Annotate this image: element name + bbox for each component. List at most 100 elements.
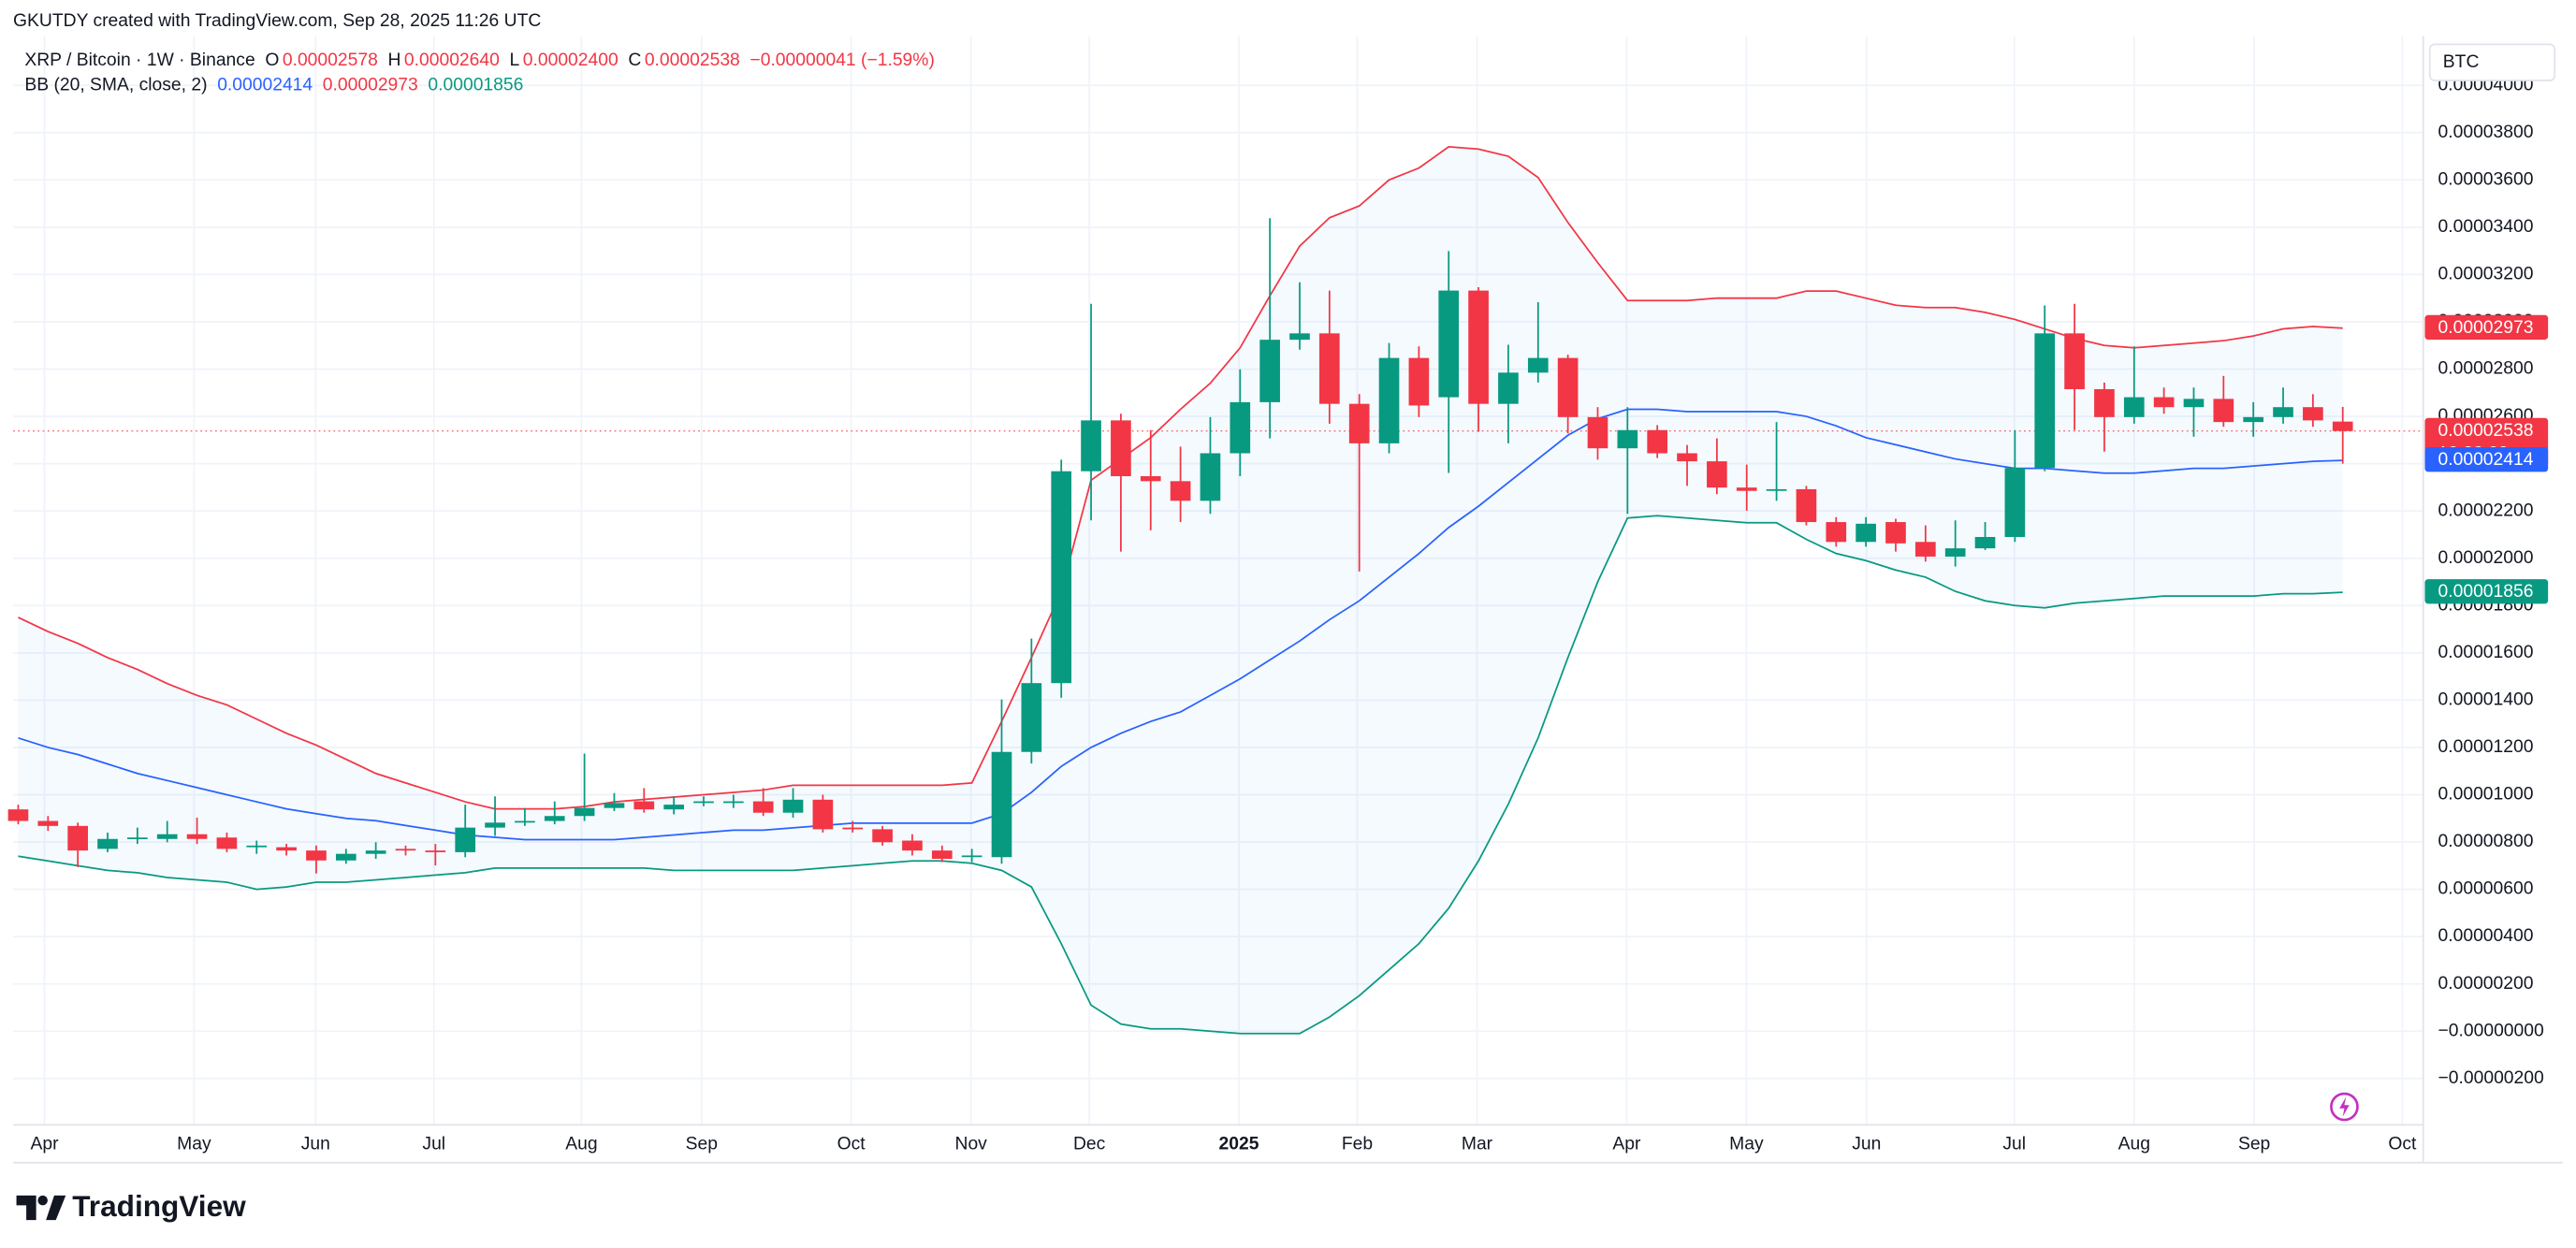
candle-body [782, 799, 804, 813]
candle-body [2303, 407, 2323, 421]
candle-body [1647, 429, 1668, 454]
candle-body [1587, 416, 1608, 449]
candle-body [395, 849, 416, 851]
candle-body [1826, 522, 1847, 543]
candle-body [1915, 542, 1936, 557]
price-tag [2424, 447, 2549, 472]
candle-body [365, 850, 386, 854]
candle-body [1856, 523, 1876, 543]
candle-body [1140, 476, 1161, 482]
candle-body [2243, 416, 2264, 423]
candle-body [991, 751, 1012, 858]
legend-ohlc: XRP / Bitcoin · 1W · Binance O 0.00002578… [24, 51, 935, 70]
candle-body [931, 850, 953, 859]
price-tag-label: 0.00002538 [2438, 421, 2534, 441]
candle-body [1200, 453, 1221, 501]
y-tick-label: 0.00003600 [2438, 169, 2534, 189]
candle-body [1111, 420, 1131, 477]
candle-body [276, 847, 297, 851]
c-value: 0.00002538 [645, 51, 740, 70]
x-tick-label: Apr [30, 1135, 59, 1154]
candle-body [1259, 340, 1280, 402]
x-tick-label: Oct [837, 1135, 866, 1154]
candle-body [67, 825, 88, 851]
candle-body [515, 820, 535, 823]
x-tick-label: Sep [2238, 1135, 2270, 1154]
symbol-box[interactable] [2428, 43, 2556, 81]
candle-body [574, 807, 595, 817]
candle-body [2153, 397, 2175, 408]
candle-body [7, 809, 29, 821]
candle-body [186, 834, 208, 839]
candle-body [1944, 548, 1966, 557]
candle-body [2064, 333, 2085, 389]
candle-body [156, 834, 178, 839]
axes: −0.00000200 −0.00000000 0.00000200 0.000004… [30, 75, 2549, 1154]
logo-v [46, 1195, 66, 1221]
lightning-icon[interactable] [2330, 1092, 2359, 1122]
candle-body [97, 838, 118, 849]
candle-body [485, 822, 505, 828]
candle-body [872, 829, 893, 843]
candle-body [1974, 536, 1996, 549]
price-tag [2424, 314, 2549, 341]
x-tick-label: Aug [2118, 1135, 2150, 1154]
candle-body [1319, 333, 1340, 404]
y-tick-label: 0.00003400 [2438, 217, 2534, 237]
x-tick-label: Feb [1342, 1135, 1373, 1154]
symbol: XRP / Bitcoin · 1W · Binance [24, 51, 255, 70]
l-value: 0.00002400 [523, 51, 619, 70]
bb-lower: 0.00001856 [428, 75, 523, 94]
candle-body [1707, 461, 1727, 488]
x-tick-label: Apr [1612, 1135, 1641, 1154]
x-tick-label: 2025 [1219, 1135, 1259, 1154]
c-label: C [628, 51, 641, 70]
candle-body [633, 801, 655, 810]
x-tick-label: May [1729, 1135, 1764, 1154]
candle-body [1766, 488, 1787, 491]
band-fill [18, 146, 2343, 1034]
candle-body [1736, 487, 1757, 491]
legend-bb: BB (20, SMA, close, 2) 0.00002414 0.0000… [24, 75, 523, 94]
change: −0.00000041 (−1.59%) [750, 51, 934, 70]
price-tag-label: 0.00002414 [2438, 450, 2534, 470]
y-tick-label: 0.00003200 [2438, 265, 2534, 284]
band-lower [18, 515, 2343, 1035]
symbol-box-text: BTC [2443, 52, 2480, 72]
icon-ring [2330, 1092, 2359, 1122]
credit: GKUTDY created with TradingView.com, Sep… [13, 11, 541, 31]
candle-body [2034, 333, 2056, 469]
candle-body [961, 855, 982, 858]
x-tick-label: Sep [686, 1135, 718, 1154]
candle-body [1408, 357, 1430, 406]
candle-body [1378, 357, 1400, 443]
candle-body [2273, 407, 2293, 417]
candle-body [752, 801, 774, 813]
candle-body [1498, 372, 1519, 404]
y-tick-label: 0.00002800 [2438, 359, 2534, 379]
candle-body [663, 805, 684, 810]
candle-body [1438, 290, 1460, 398]
brand: TradingView [72, 1189, 246, 1223]
candle-body [1170, 481, 1191, 501]
candle-body [1230, 401, 1251, 454]
x-tick-label: Oct [2388, 1135, 2417, 1154]
y-tick-label: −0.00000000 [2438, 1021, 2544, 1040]
candle-body [1527, 357, 1549, 373]
candle-body [2123, 397, 2145, 417]
y-tick-label: 0.00001000 [2438, 785, 2534, 805]
band-basis [18, 408, 2343, 841]
y-tick-label: 0.00000800 [2438, 832, 2534, 851]
x-tick-label: Jul [2002, 1135, 2026, 1154]
candle-body [2213, 399, 2234, 423]
l-label: L [510, 51, 520, 70]
x-tick-label: Dec [1073, 1135, 1106, 1154]
candle-body [306, 850, 327, 861]
price-tag-label: 0.00001856 [2438, 582, 2534, 602]
candle-body [2094, 388, 2115, 417]
x-tick-label: Aug [565, 1135, 597, 1154]
y-tick-label: 0.00003800 [2438, 123, 2534, 142]
price-tag [2424, 579, 2549, 604]
price-tag-label: 0.00002973 [2438, 318, 2534, 338]
